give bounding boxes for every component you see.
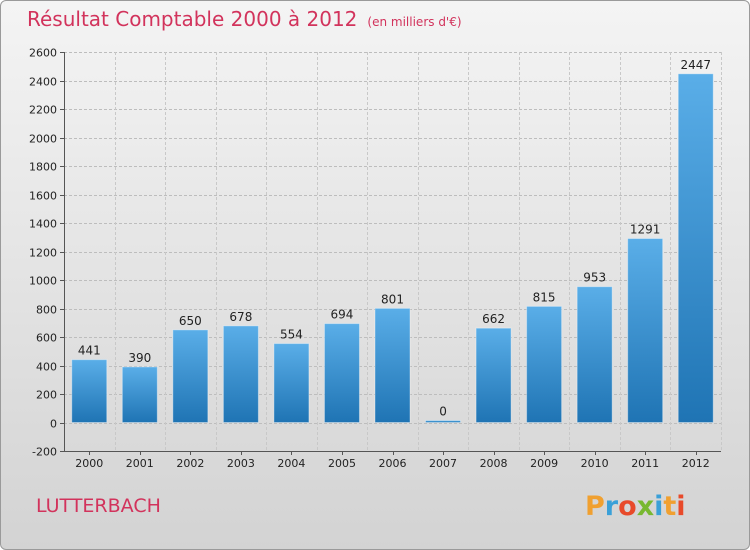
bar [526,306,562,423]
logo-letter: x [636,491,655,522]
x-tick-label: 2003 [227,457,255,470]
bar [223,325,259,423]
bar [71,359,107,423]
bar-highlight [627,238,664,423]
bar-value-label: 815 [533,290,556,304]
y-tick-label: 2000 [29,133,57,146]
commune-name: LUTTERBACH [36,495,161,517]
x-tick-label: 2011 [631,457,659,470]
x-tick-label: 2008 [480,457,508,470]
x-tick-label: 2007 [429,457,457,470]
y-tick-label: 2600 [29,47,57,60]
y-tick-label: 1800 [29,161,57,174]
y-tick-label: 1000 [29,275,57,288]
bars [71,73,714,424]
bar-value-label: 554 [280,328,303,342]
logo-letter: P [585,491,605,522]
bar-value-label: 801 [381,292,404,306]
bar-highlight [222,325,259,424]
bar-highlight [273,343,310,423]
y-tick-label: 1600 [29,190,57,203]
y-tick-label: 600 [36,332,57,345]
bar [627,238,663,423]
y-tick-label: 1200 [29,247,57,260]
x-tick-label: 2006 [379,457,407,470]
bar-value-label: 953 [583,271,606,285]
x-tick-label: 2002 [176,457,204,470]
x-tick-label: 2004 [277,457,305,470]
y-tick-label: 2200 [29,104,57,117]
labels: 441 390 650 678 554 694 801 0 662 815 953 1291 2447 [78,58,711,419]
bar [577,286,613,423]
bar-highlight [425,420,462,423]
bar [375,308,410,423]
title-main: Résultat Comptable 2000 à 2012 [27,7,358,31]
bar-value-label: 0 [439,405,447,419]
bar-highlight [576,286,613,424]
y-tick-label: 400 [36,361,57,374]
bar-value-label: 2447 [680,58,711,72]
bar-value-label: 678 [229,310,252,324]
chart-title: Résultat Comptable 2000 à 2012 (en millie… [27,7,462,31]
bar-highlight [323,323,360,424]
bar [476,328,512,423]
bar-highlight [121,366,158,423]
logo-letter: o [618,491,637,522]
bar-highlight [475,327,512,424]
y-tick-label: 0 [50,418,57,431]
bar-highlight [677,73,714,424]
title-unit: (en milliers d'€) [367,15,462,29]
bar [172,329,208,423]
logo-letter: t [663,491,677,522]
bar-value-label: 441 [78,344,101,358]
axes: -200 0 200 400 600 800 1000 1200 1400 1600 1800 200… [29,47,721,470]
bar-value-label: 694 [331,308,354,322]
y-tick-label: 800 [36,304,57,317]
bar [122,366,158,423]
bar-value-label: 662 [482,312,505,326]
bar [425,420,461,423]
x-tick-label: 2010 [581,457,609,470]
bar-highlight [374,307,411,424]
bar-value-label: 390 [128,351,151,365]
bar [324,323,360,423]
x-tick-label: 2009 [530,457,558,470]
y-tick-label: 1400 [29,218,57,231]
bar-highlight [172,329,209,423]
bar [678,73,714,423]
bar-highlight [526,305,563,423]
y-tick-label: -200 [32,446,57,459]
x-tick-label: 2001 [126,457,154,470]
logo-letter: r [604,491,619,522]
bar [273,343,309,423]
y-tick-label: 200 [36,389,57,402]
y-tick-label: 2400 [29,76,57,89]
logo-letter: i [654,491,664,522]
x-tick-label: 2005 [328,457,356,470]
bar-value-label: 650 [179,314,202,328]
bar-value-label: 1291 [630,223,661,237]
x-tick-label: 2012 [682,457,710,470]
proxiti-logo: Proxiti [585,491,686,522]
bar-highlight [71,359,108,423]
logo-letter: i [676,491,686,522]
x-tick-label: 2000 [75,457,103,470]
